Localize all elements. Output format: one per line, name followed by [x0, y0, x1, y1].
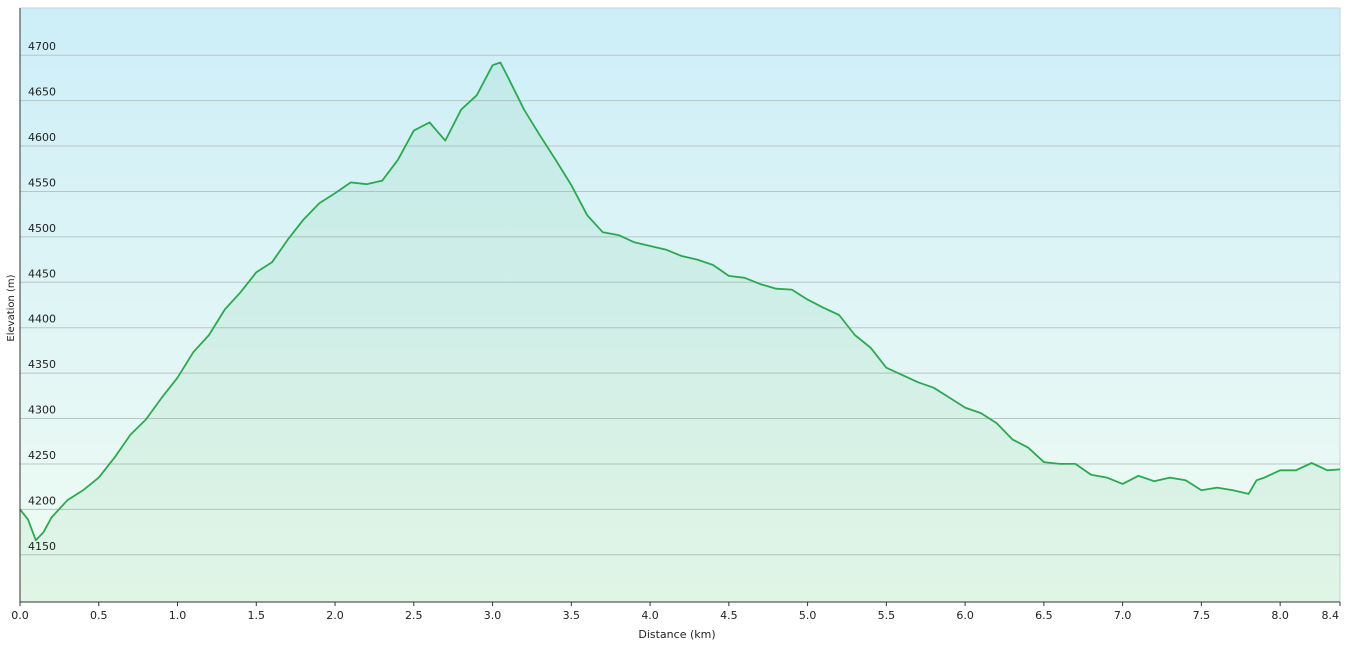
x-tick-label: 0.5 — [90, 609, 108, 622]
y-tick-label: 4700 — [28, 40, 56, 53]
y-tick-label: 4500 — [28, 222, 56, 235]
x-tick-label: 2.0 — [326, 609, 344, 622]
x-tick-label: 5.0 — [799, 609, 817, 622]
y-tick-label: 4200 — [28, 494, 56, 507]
y-tick-label: 4650 — [28, 86, 56, 99]
plot-background — [19, 7, 1341, 603]
x-tick-label: 0.0 — [11, 609, 29, 622]
y-tick-label: 4250 — [28, 449, 56, 462]
x-tick-label: 7.0 — [1114, 609, 1132, 622]
x-tick-label: 8.0 — [1271, 609, 1289, 622]
y-tick-label: 4550 — [28, 176, 56, 189]
x-axis-label: Distance (km) — [638, 628, 715, 641]
x-tick-label: 3.0 — [484, 609, 502, 622]
x-tick-label: 2.5 — [405, 609, 423, 622]
y-tick-label: 4150 — [28, 540, 56, 553]
x-tick-label: 8.4 — [1322, 609, 1340, 622]
y-tick-label: 4600 — [28, 131, 56, 144]
y-tick-label: 4450 — [28, 267, 56, 280]
x-tick-label: 6.5 — [1035, 609, 1053, 622]
x-tick-label: 4.5 — [720, 609, 738, 622]
x-tick-label: 1.5 — [248, 609, 266, 622]
y-tick-label: 4300 — [28, 404, 56, 417]
x-tick-label: 6.0 — [956, 609, 974, 622]
y-tick-label: 4350 — [28, 358, 56, 371]
x-tick-label: 5.5 — [878, 609, 896, 622]
x-tick-label: 4.0 — [641, 609, 659, 622]
y-tick-label: 4400 — [28, 313, 56, 326]
elevation-line — [19, 61, 1341, 542]
x-tick-label: 1.0 — [169, 609, 187, 622]
x-tick-label: 3.5 — [563, 609, 581, 622]
y-axis-label: Elevation (m) — [6, 274, 17, 341]
area-fill — [20, 62, 1340, 602]
x-tick-label: 7.5 — [1193, 609, 1211, 622]
